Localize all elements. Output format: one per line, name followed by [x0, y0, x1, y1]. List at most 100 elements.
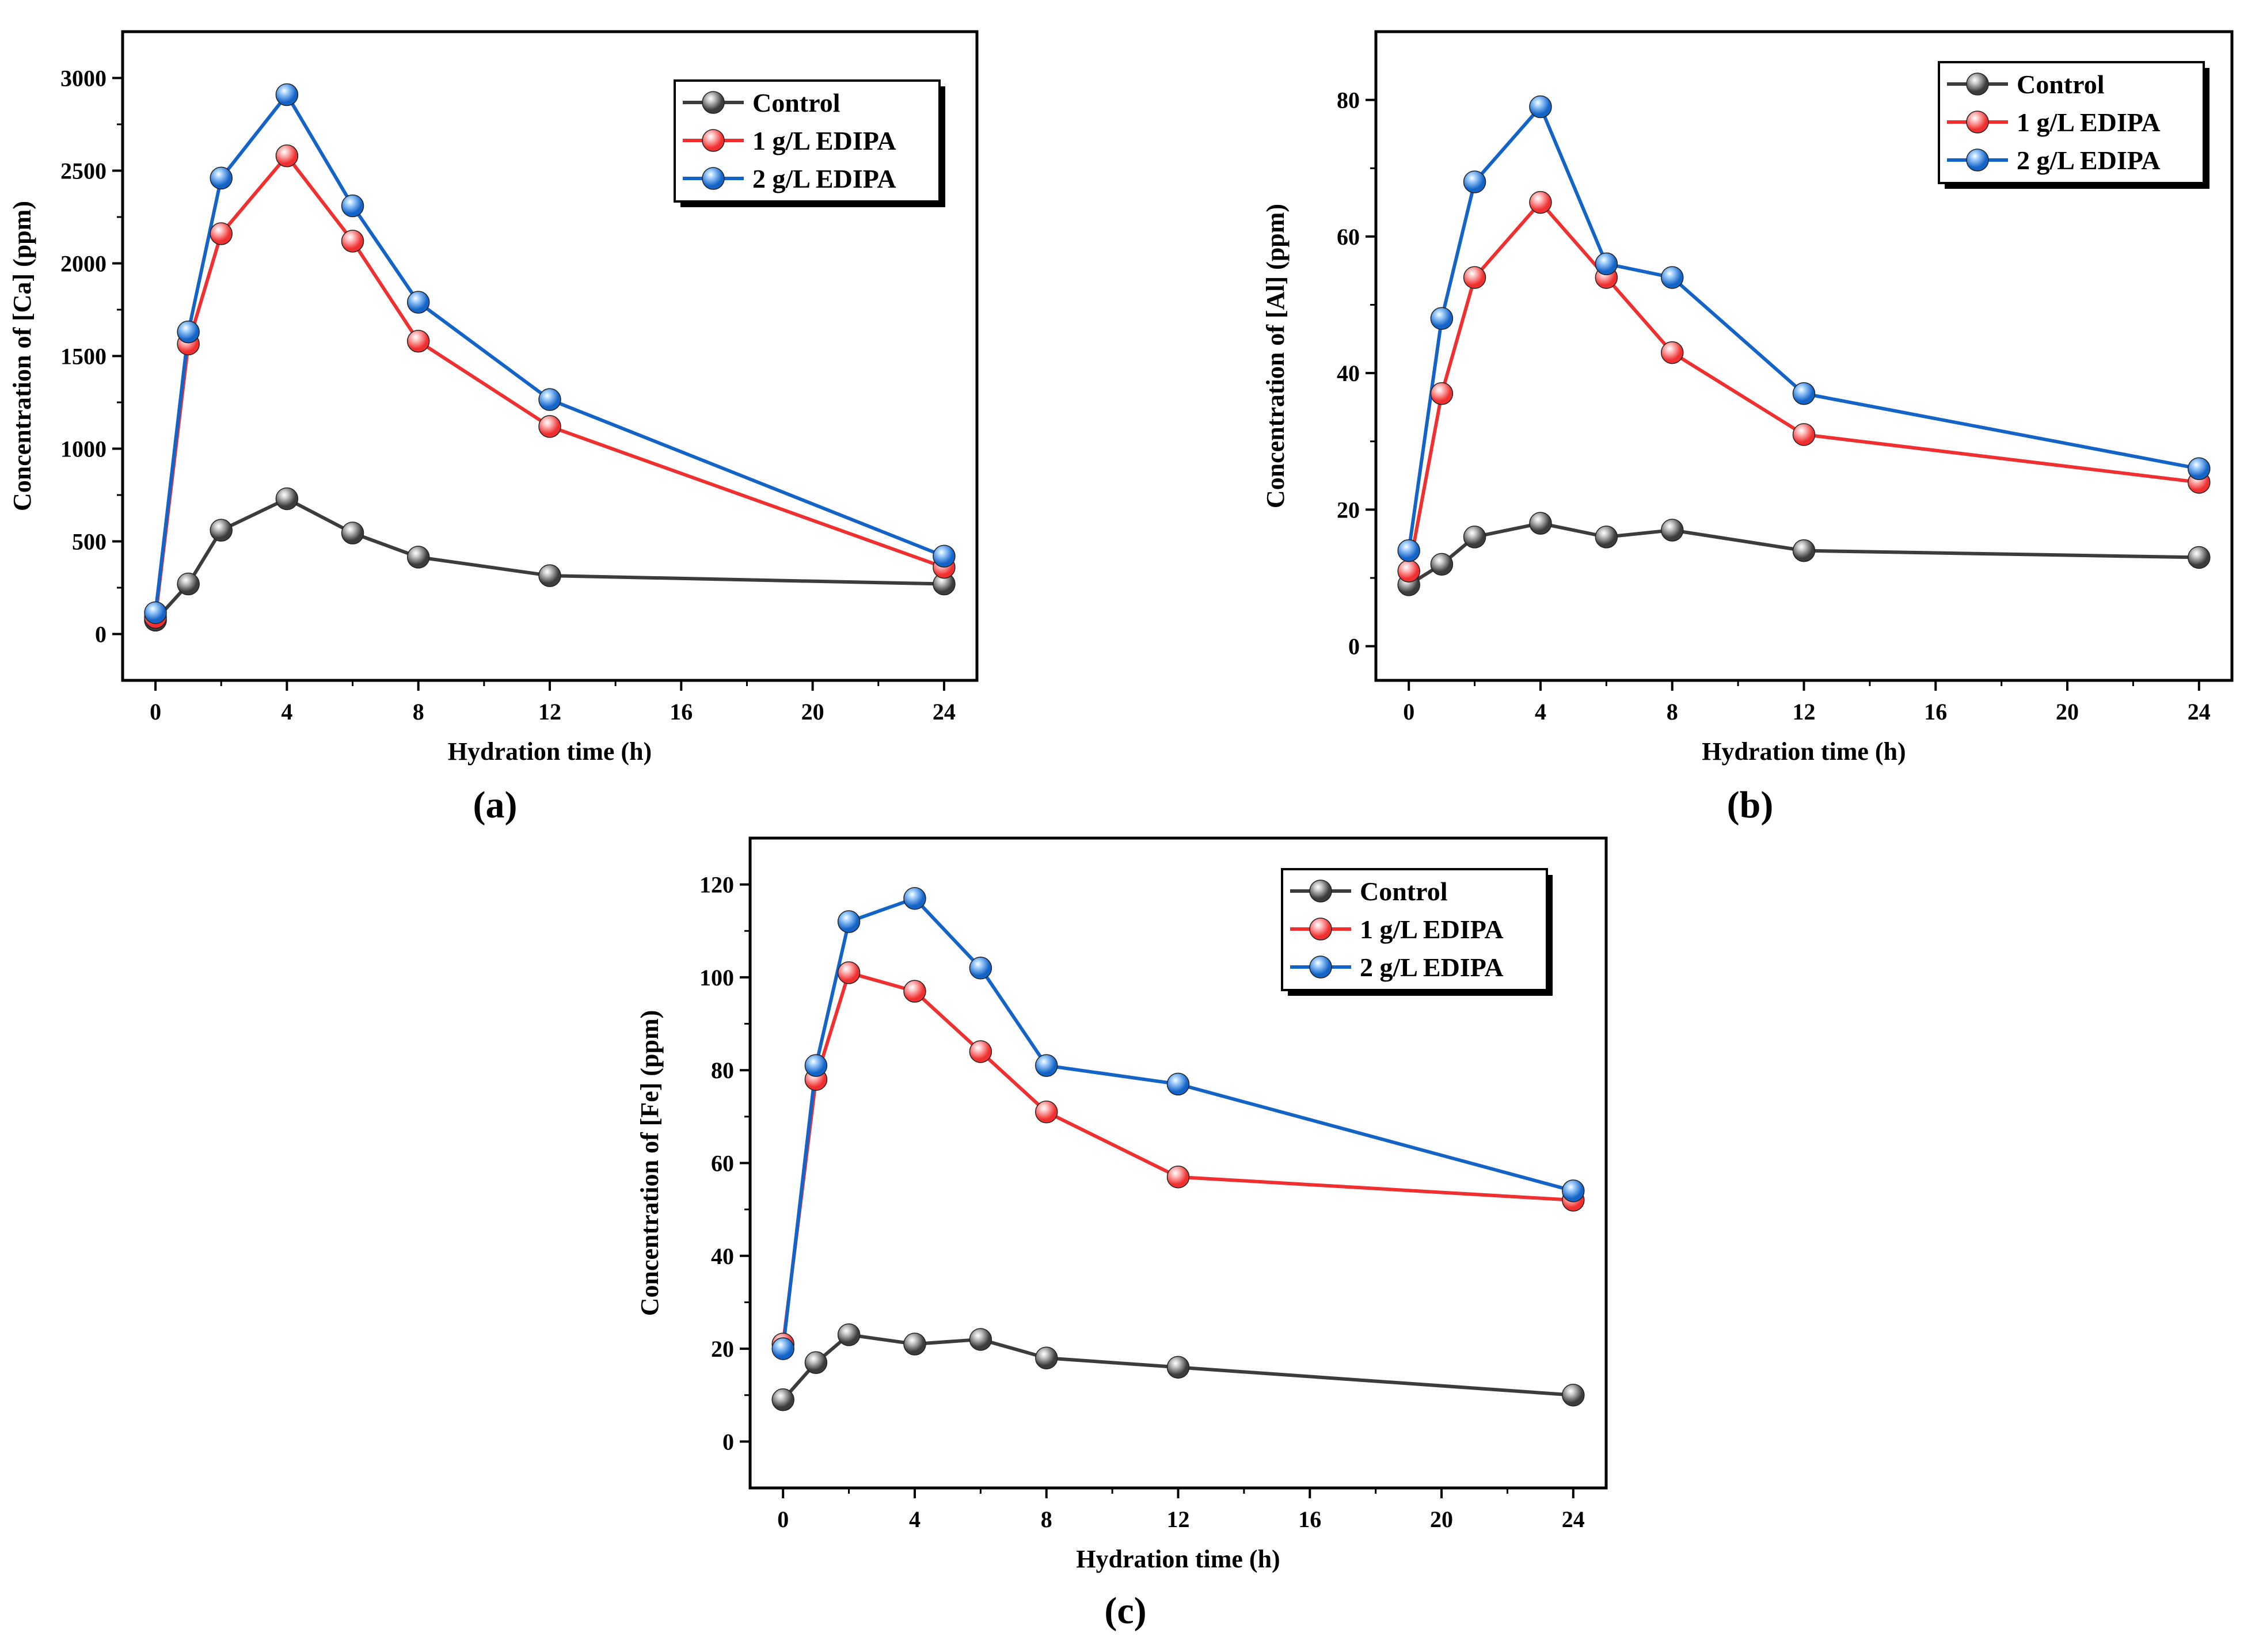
y-tick-label: 1500	[60, 344, 107, 370]
legend-marker-1-g-l-edipa	[702, 129, 725, 152]
series-line-2-g-l-edipa	[154, 93, 945, 613]
data-point-1-g-l-edipa	[837, 961, 861, 984]
legend-label-control: Control	[752, 88, 841, 117]
data-point-control	[903, 1333, 926, 1356]
data-point-2-g-l-edipa	[1397, 539, 1420, 562]
panel-label-letter: a	[486, 784, 505, 826]
y-tick-label: 20	[1337, 497, 1360, 523]
y-tick-label: 80	[1337, 87, 1360, 113]
panel-b: 0 4 8 12 16 20 24 0 20 40 60 80 Hydration time (h) Co…	[1261, 30, 2234, 826]
x-axis-label: Hydration time (h)	[1702, 737, 1906, 766]
x-tick-label: 12	[538, 699, 561, 725]
panel-label-letter: c	[1117, 1590, 1134, 1632]
panel-label: (a)	[473, 784, 518, 826]
legend-label-1-g-l-edipa: 1 g/L EDIPA	[1360, 915, 1504, 944]
data-point-2-g-l-edipa	[1792, 382, 1816, 405]
data-point-control	[1035, 1346, 1058, 1369]
panel-label: (b)	[1727, 784, 1774, 826]
panel-label-open: (	[1104, 1590, 1117, 1632]
x-tick-label: 8	[1667, 699, 1678, 725]
x-tick-label: 24	[1562, 1506, 1585, 1532]
data-point-control	[1529, 512, 1552, 535]
data-point-2-g-l-edipa	[933, 545, 956, 568]
y-tick-label: 2500	[60, 158, 107, 184]
panel-label-close: )	[1760, 784, 1773, 826]
y-tick-label: 100	[699, 965, 734, 991]
y-tick-label: 0	[722, 1429, 734, 1455]
data-point-2-g-l-edipa	[1035, 1054, 1058, 1077]
data-point-control	[210, 519, 233, 542]
data-point-control	[406, 546, 430, 569]
x-tick-label: 8	[1041, 1506, 1052, 1532]
data-point-1-g-l-edipa	[1035, 1101, 1058, 1124]
data-point-2-g-l-edipa	[177, 320, 200, 344]
legend-marker-1-g-l-edipa	[1966, 111, 1989, 134]
series-line-2-g-l-edipa	[1407, 105, 2200, 551]
x-tick-label: 4	[281, 699, 292, 725]
data-point-control	[804, 1351, 828, 1375]
series-line-control	[154, 497, 944, 622]
y-tick-label: 1000	[60, 436, 107, 462]
data-point-2-g-l-edipa	[1562, 1179, 1585, 1202]
panel-c: 0 4 8 12 16 20 24 0 20 40 60 80 100 120 Hydration time…	[636, 836, 1608, 1632]
data-point-2-g-l-edipa	[341, 194, 364, 218]
data-point-1-g-l-edipa	[1660, 341, 1684, 364]
data-point-2-g-l-edipa	[406, 291, 430, 314]
series-line-1-g-l-edipa	[154, 154, 945, 618]
legend-marker-control	[1966, 73, 1989, 96]
legend-label-control: Control	[1360, 877, 1448, 906]
legend: Control 1 g/L EDIPA 2 g/L EDIPA	[1281, 868, 1553, 996]
data-point-control	[1430, 553, 1454, 576]
data-point-2-g-l-edipa	[538, 388, 561, 411]
data-point-control	[837, 1323, 861, 1346]
data-point-1-g-l-edipa	[1463, 266, 1486, 289]
y-tick-label: 120	[699, 872, 734, 898]
x-tick-label: 16	[1298, 1506, 1321, 1532]
x-axis-label: Hydration time (h)	[448, 737, 652, 766]
x-tick-label: 0	[150, 699, 161, 725]
y-tick-label: 60	[1337, 224, 1360, 250]
data-point-1-g-l-edipa	[1792, 423, 1816, 446]
x-tick-label: 4	[909, 1506, 921, 1532]
legend-label-2-g-l-edipa: 2 g/L EDIPA	[1360, 953, 1504, 982]
y-tick-label: 20	[711, 1336, 734, 1362]
series-line-2-g-l-edipa	[781, 896, 1574, 1349]
y-tick-label: 80	[711, 1057, 734, 1083]
x-tick-label: 16	[1924, 699, 1947, 725]
data-point-2-g-l-edipa	[2188, 457, 2211, 480]
y-tick-label: 40	[1337, 360, 1360, 386]
panel-label-letter: b	[1740, 784, 1761, 826]
data-point-2-g-l-edipa	[903, 887, 926, 910]
legend: Control 1 g/L EDIPA 2 g/L EDIPA	[1938, 61, 2209, 189]
y-tick-label: 3000	[60, 66, 107, 92]
data-point-2-g-l-edipa	[804, 1054, 828, 1077]
data-point-2-g-l-edipa	[1430, 307, 1454, 330]
data-point-control	[1595, 526, 1618, 549]
data-point-2-g-l-edipa	[144, 601, 167, 625]
data-point-1-g-l-edipa	[1166, 1165, 1190, 1189]
data-point-1-g-l-edipa	[969, 1040, 992, 1063]
y-tick-label: 2000	[60, 251, 107, 277]
panel-label-open: (	[1727, 784, 1740, 826]
x-tick-label: 12	[1167, 1506, 1190, 1532]
data-point-1-g-l-edipa	[1529, 191, 1552, 214]
data-point-2-g-l-edipa	[1166, 1072, 1190, 1096]
data-point-control	[2188, 546, 2211, 569]
data-point-control	[969, 1328, 992, 1351]
legend-label-2-g-l-edipa: 2 g/L EDIPA	[2017, 146, 2161, 175]
data-point-2-g-l-edipa	[837, 910, 861, 933]
data-point-control	[177, 572, 200, 596]
data-point-2-g-l-edipa	[969, 957, 992, 980]
data-point-control	[1562, 1383, 1585, 1407]
legend-label-control: Control	[2017, 70, 2105, 99]
legend-label-2-g-l-edipa: 2 g/L EDIPA	[752, 164, 896, 193]
legend-marker-1-g-l-edipa	[1309, 918, 1332, 941]
data-point-control	[1166, 1356, 1190, 1379]
data-point-1-g-l-edipa	[1397, 559, 1420, 583]
legend-label-1-g-l-edipa: 1 g/L EDIPA	[752, 126, 896, 155]
y-axis-label: Concentration of [Ca] (ppm)	[8, 201, 36, 511]
data-point-control	[275, 487, 299, 511]
legend-marker-2-g-l-edipa	[1966, 149, 1989, 172]
x-tick-label: 16	[670, 699, 693, 725]
data-point-2-g-l-edipa	[1660, 266, 1684, 289]
